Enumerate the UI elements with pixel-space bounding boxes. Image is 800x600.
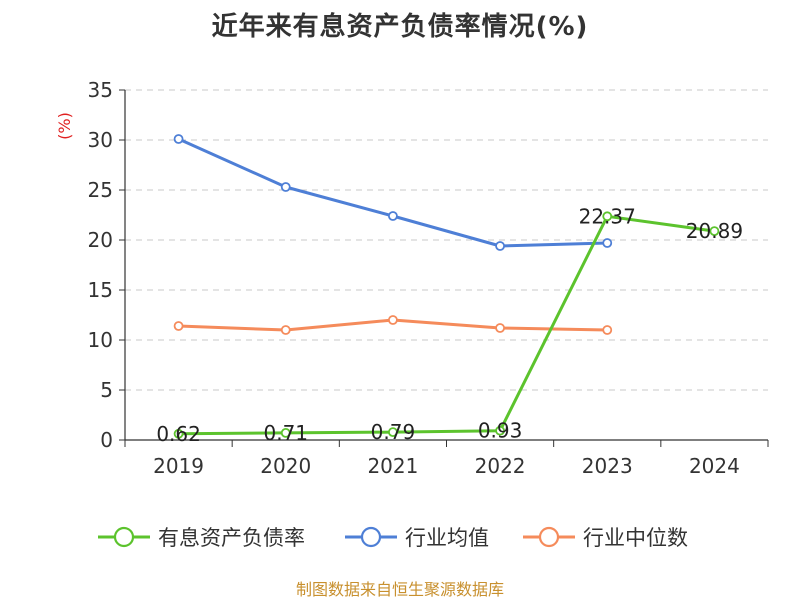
source-note: 制图数据来自恒生聚源数据库 (295, 580, 504, 599)
legend-label: 行业中位数 (583, 526, 688, 550)
x-tick-label: 2021 (367, 454, 418, 478)
x-tick-label: 2023 (582, 454, 633, 478)
axes: 0 5 10 15 20 25 30 35 (%) 2019 2020 2021 2022 2023 202… (55, 78, 769, 478)
y-tick-label: 25 (88, 178, 113, 202)
data-label: 0.79 (371, 420, 416, 444)
y-tick-label: 10 (88, 328, 113, 352)
data-labels: 0.62 0.71 0.79 0.93 22.37 20.89 (156, 204, 743, 445)
data-point-0 (602, 211, 613, 222)
legend-item[interactable]: 有息资产负债率 (98, 520, 305, 554)
data-point-1 (388, 211, 398, 221)
data-point-2 (495, 323, 505, 333)
grid-lines (125, 89, 768, 391)
data-point-2 (173, 321, 184, 331)
data-point-2 (280, 325, 291, 335)
data-point-1 (280, 182, 291, 192)
data-point-1 (495, 241, 505, 251)
data-point-0 (495, 425, 505, 436)
y-tick-label: 0 (100, 428, 113, 452)
x-tick-label: 2020 (260, 454, 311, 478)
data-point-1 (602, 238, 613, 248)
legend-swatch-icon (523, 526, 575, 548)
data-point-1 (173, 134, 184, 144)
data-point-0 (173, 428, 184, 439)
data-label: 22.37 (579, 204, 636, 228)
y-tick-label: 15 (88, 278, 113, 302)
y-tick-label: 5 (100, 378, 113, 402)
y-axis-label: (%) (55, 112, 74, 140)
data-label: 0.62 (156, 422, 201, 446)
legend-item[interactable]: 行业均值 (345, 520, 489, 554)
legend: 有息资产负债率 行业均值 行业中位数 (0, 520, 800, 554)
data-point-2 (602, 325, 613, 335)
data-label: 0.93 (478, 419, 523, 443)
legend-swatch-icon (98, 526, 150, 548)
data-point-0 (388, 427, 398, 438)
series-lines (173, 134, 720, 439)
legend-swatch-icon (345, 526, 397, 548)
data-point-0 (709, 226, 720, 237)
data-label: 0.71 (263, 421, 308, 445)
legend-item[interactable]: 行业中位数 (523, 520, 688, 554)
series-line-0 (178, 214, 715, 436)
y-tick-label: 35 (88, 78, 113, 102)
y-tick-label: 20 (88, 228, 113, 252)
data-point-0 (280, 427, 291, 438)
chart-title: 近年来有息资产负债率情况(%) (211, 12, 589, 42)
series-line-1 (177, 137, 608, 248)
x-tick-label: 2022 (475, 454, 526, 478)
legend-label: 有息资产负债率 (158, 526, 305, 550)
data-label: 20.89 (686, 219, 743, 243)
x-tick-label: 2019 (153, 454, 204, 478)
y-tick-label: 30 (88, 128, 113, 152)
x-tick-label: 2024 (689, 454, 740, 478)
legend-label: 行业均值 (405, 526, 489, 550)
data-point-2 (388, 315, 398, 325)
